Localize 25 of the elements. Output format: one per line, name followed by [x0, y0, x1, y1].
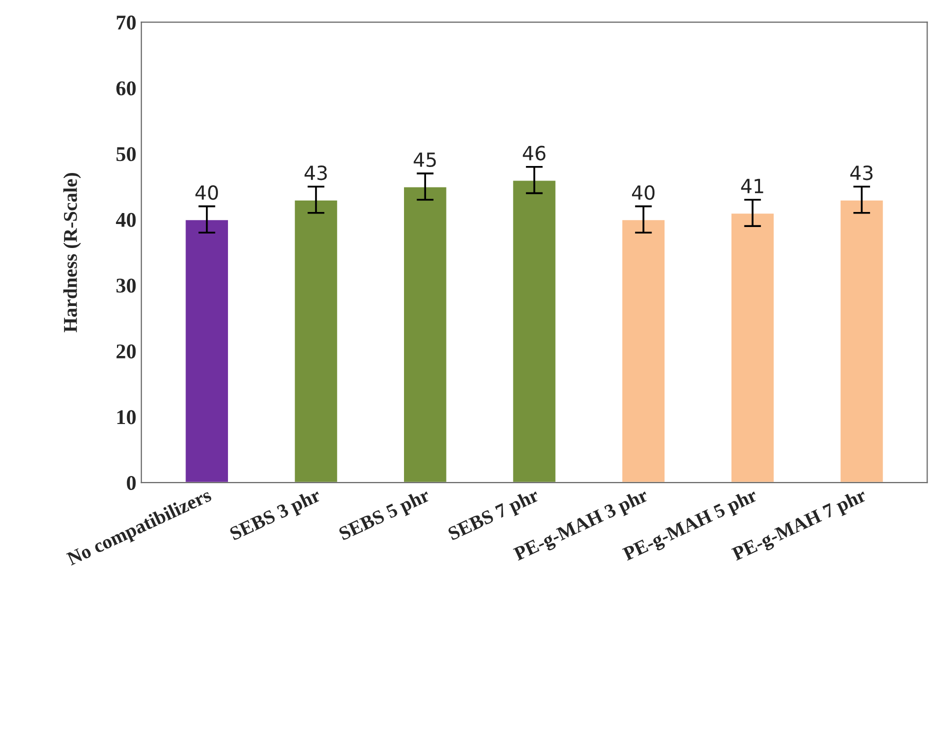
bar: [293, 199, 339, 483]
y-axis-title: Hardness (R-Scale): [63, 173, 81, 332]
y-tick-label: 0: [126, 476, 136, 490]
bar: [402, 186, 448, 483]
data-label: 40: [195, 185, 218, 200]
data-label: 43: [304, 165, 327, 180]
y-tick-label: 30: [116, 278, 136, 293]
bar: [512, 179, 557, 483]
bar: [839, 199, 884, 483]
data-label: 40: [632, 185, 655, 200]
data-label: 46: [522, 146, 546, 160]
data-label: 43: [850, 165, 873, 180]
x-tick-label: SEBS 3 phr: [228, 488, 324, 544]
x-tick-label: SEBS 5 phr: [338, 488, 432, 544]
y-tick-label: 40: [116, 212, 136, 227]
data-label: 45: [414, 152, 436, 168]
bar: [184, 218, 230, 483]
data-label: 41: [741, 178, 764, 194]
y-tick-label: 70: [116, 16, 136, 30]
y-tick-label: 10: [117, 410, 136, 424]
bar: [730, 212, 776, 483]
y-tick-label: 20: [116, 344, 136, 358]
y-tick-label: 50: [116, 147, 136, 162]
bar: [620, 218, 666, 483]
y-tick-label: 60: [116, 81, 136, 96]
